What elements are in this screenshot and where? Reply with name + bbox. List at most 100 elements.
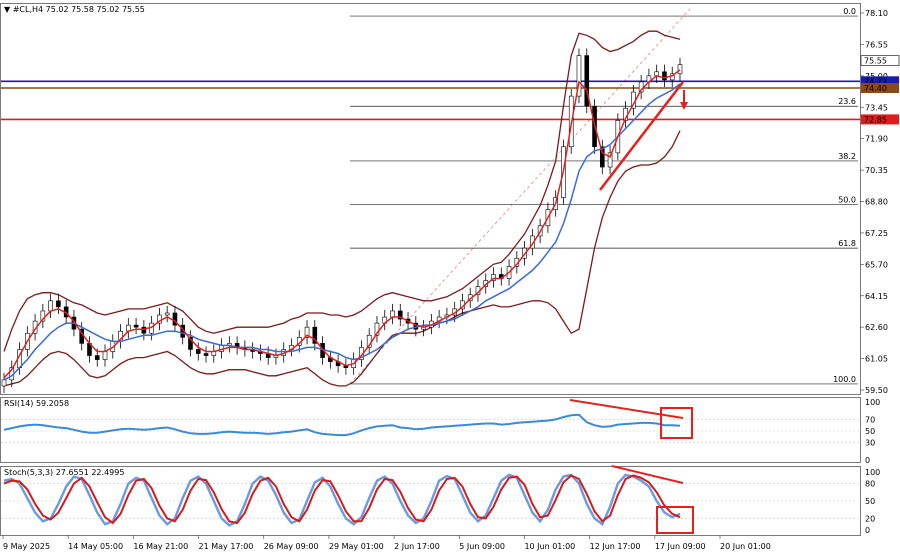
price-tick-label: 76.55	[865, 40, 888, 49]
candle-body	[312, 326, 318, 344]
candle-body	[188, 337, 193, 350]
level-tag-label-2: 72.85	[864, 115, 887, 124]
level-tag-bg-2	[861, 114, 899, 125]
stoch-divergence-line	[611, 465, 684, 484]
candle-body	[390, 310, 395, 318]
time-tick-label: 29 May 01:00	[329, 542, 384, 551]
time-axis: 9 May 2025 14 May 05:00 16 May 21:00 21 May…	[2, 535, 771, 551]
candle-body	[157, 314, 162, 324]
time-tick-label: 5 Jun 09:00	[459, 542, 505, 551]
candle-body	[164, 312, 170, 316]
fib-label-23-6: 23.6	[838, 97, 856, 106]
price-tick-label: 73.45	[865, 103, 888, 112]
down-arrow-head	[680, 102, 688, 110]
fib-label-100-0: 100.0	[833, 375, 856, 384]
stoch-signal-line	[3, 474, 681, 525]
ma-slow-line	[3, 83, 681, 381]
rsi-tick-label: 70	[865, 415, 875, 424]
candle-body	[599, 146, 605, 168]
stoch-main-line	[3, 473, 681, 527]
candle-body	[133, 324, 139, 328]
horizontal-levels	[1, 80, 860, 121]
time-tick-label: 26 May 09:00	[264, 542, 319, 551]
rsi-tick-label: 0	[865, 456, 870, 465]
stoch-tick-label: 80	[865, 480, 875, 489]
rsi-divergence-line	[569, 399, 684, 419]
current-price-tag: 75.55	[864, 57, 887, 66]
price-tick-label: 67.25	[865, 229, 888, 238]
rsi-line	[1, 413, 860, 443]
fib-label-38-2: 38.2	[838, 152, 856, 161]
candle-body	[374, 322, 380, 336]
bollinger-bands	[3, 30, 681, 387]
candle-body	[195, 349, 201, 354]
candle-body	[576, 55, 582, 97]
candle-body	[584, 55, 590, 107]
price-tick-label: 68.80	[865, 198, 888, 207]
candle-body	[397, 310, 403, 320]
rsi-series-line	[3, 413, 681, 437]
annotations	[569, 81, 694, 534]
fib-label-61-8: 61.8	[838, 239, 856, 248]
chart-header: ▼ #CL,H4 75.02 75.58 75.02 75.55	[4, 5, 145, 14]
price-tick-label: 64.15	[865, 292, 888, 301]
price-tick-label: 61.05	[865, 355, 888, 364]
stoch-tick-label: 0	[865, 526, 870, 535]
candle-body	[304, 326, 310, 338]
time-tick-label: 9 May 2025	[3, 542, 50, 551]
rsi-header: RSI(14) 59.2058	[4, 399, 69, 408]
moving-averages	[3, 69, 681, 381]
time-tick-label: 21 May 17:00	[199, 542, 254, 551]
candle-body	[677, 64, 683, 75]
time-tick-label: 2 Jun 17:00	[394, 542, 440, 551]
fib-label-50-0: 50.0	[838, 196, 856, 205]
rsi-panel	[0, 397, 861, 463]
time-tick-label: 17 Jun 09:00	[655, 542, 706, 551]
stoch-highlight-box	[656, 506, 694, 534]
stoch-tick-label: 50	[865, 497, 875, 506]
price-axis: 78.1076.5575.0073.4571.9070.3568.8067.25…	[860, 9, 900, 395]
time-tick-label: 14 May 05:00	[68, 542, 123, 551]
level-tag-label-1: 74.40	[864, 84, 887, 93]
rsi-tick-label: 100	[865, 398, 880, 407]
price-tick-label: 59.50	[865, 386, 888, 395]
stoch-tick-label: 100	[865, 468, 880, 477]
candle-body	[56, 300, 61, 308]
fib-label-0-0: 0.0	[843, 7, 856, 16]
indicator-axes: 100 70 50 30 0 100 80 50 20 0	[865, 398, 880, 535]
level-tag-bg-0	[861, 76, 899, 87]
candle-body	[662, 71, 667, 81]
price-tick-label: 71.90	[865, 135, 888, 144]
bollinger-upper	[3, 30, 681, 352]
trend-support-line	[599, 81, 684, 191]
time-tick-label: 16 May 21:00	[133, 542, 188, 551]
time-tick-label: 12 Jun 17:00	[590, 542, 641, 551]
candle-body	[94, 355, 100, 360]
rsi-tick-label: 30	[865, 439, 875, 448]
level-tag-label-0: 74.73	[864, 77, 887, 86]
bollinger-lower	[3, 130, 681, 387]
candle-body	[1, 379, 7, 387]
price-tick-label: 70.35	[865, 166, 888, 175]
candle-body	[48, 300, 53, 312]
candle-body	[172, 312, 178, 326]
level-tag-bg-1	[861, 82, 899, 93]
rsi-highlight-box	[660, 407, 693, 439]
ma-fast-line	[3, 69, 681, 379]
time-tick-label: 20 Jun 01:00	[720, 542, 771, 551]
stoch-tick-label: 20	[865, 514, 875, 523]
price-tick-label: 62.60	[865, 323, 888, 332]
stoch-header: Stoch(5,3,3) 27.6551 22.4995	[4, 468, 124, 477]
candle-body	[102, 351, 108, 360]
price-tick-label: 65.70	[865, 260, 888, 269]
candle-body	[203, 353, 209, 356]
price-tick-label: 78.10	[865, 9, 888, 18]
rsi-tick-label: 50	[865, 427, 875, 436]
candle-body	[607, 152, 613, 168]
candle-body	[141, 326, 147, 334]
time-tick-label: 10 Jun 01:00	[524, 542, 575, 551]
stoch-lines	[1, 473, 860, 527]
main-price-panel	[0, 3, 861, 395]
candle-body	[491, 274, 496, 281]
